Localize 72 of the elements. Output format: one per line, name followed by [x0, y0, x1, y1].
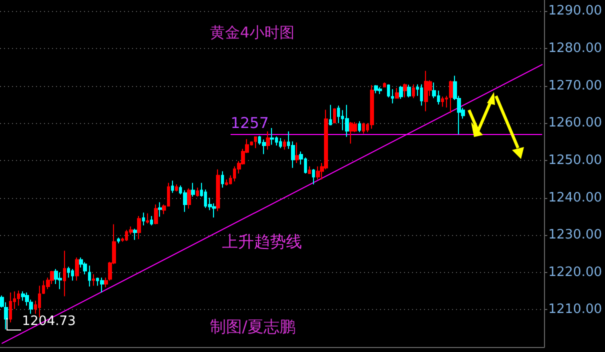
y-tick-label: 1230.00: [548, 228, 602, 243]
candlestick: [150, 216, 153, 226]
candlestick: [333, 108, 336, 124]
candlestick: [183, 190, 187, 212]
candlestick: [329, 104, 332, 126]
candlestick: [312, 168, 315, 185]
candlestick: [137, 216, 141, 240]
y-tick-label: 1250.00: [548, 152, 602, 168]
y-tick-label: 1270.00: [548, 78, 602, 94]
candlestick: [58, 272, 62, 290]
candlestick: [117, 237, 120, 244]
candlestick: [358, 120, 361, 133]
candlestick: [100, 277, 104, 294]
candlestick: [395, 88, 399, 100]
candlestick: [279, 138, 282, 149]
candlestick: [63, 250, 66, 297]
candlestick: [374, 84, 378, 94]
candlestick: [262, 139, 266, 155]
ref-line-label: 1257: [230, 114, 269, 132]
candlestick: [221, 170, 224, 188]
candlestick: [9, 292, 12, 323]
candlestick: [391, 88, 394, 104]
candlestick: [370, 84, 374, 130]
candlestick: [196, 187, 199, 198]
candlestick: [403, 83, 407, 98]
candlestick: [187, 188, 191, 210]
candlestick: [424, 70, 428, 112]
candlestick: [225, 178, 228, 186]
candlestick: [270, 127, 274, 146]
y-tick-label: 1210.00: [548, 302, 602, 318]
candlestick: [133, 228, 137, 240]
candlestick: [295, 142, 299, 164]
annotation: 制图/夏志鹏: [210, 317, 296, 338]
candlestick: [83, 262, 87, 275]
candlestick: [420, 84, 423, 106]
candlestick: [399, 85, 403, 100]
candlestick: [146, 212, 149, 224]
candlestick: [441, 96, 444, 108]
candlestick: [266, 130, 270, 150]
candlestick: [283, 139, 286, 150]
candlestick: [345, 104, 349, 138]
candlestick: [407, 84, 411, 98]
candlestick: [308, 166, 311, 174]
candlestick: [158, 202, 162, 218]
candlestick: [75, 256, 79, 282]
candlestick: [92, 274, 95, 286]
candlestick: [362, 122, 365, 134]
candlestick: [349, 122, 353, 144]
y-tick-label: 1280.00: [548, 41, 602, 56]
candlestick: [316, 166, 320, 180]
candlestick: [142, 212, 145, 226]
candlestick: [67, 266, 70, 278]
candlestick: [378, 86, 382, 95]
candlestick: [88, 265, 91, 288]
candlestick: [383, 82, 386, 88]
candlestick: [154, 204, 158, 225]
text: 黄金4小时图: [210, 24, 295, 42]
candlestick: [171, 180, 174, 194]
candlestick: [191, 182, 195, 198]
candlestick: [216, 168, 220, 212]
candlestick: [175, 184, 178, 192]
candlestick: [254, 136, 257, 149]
y-tick-label: 1260.00: [548, 116, 602, 131]
candlestick: [449, 80, 453, 114]
series-label: 上升趋势线: [222, 232, 302, 253]
candlestick: [21, 290, 25, 302]
y-tick-label: 1240.00: [548, 190, 602, 206]
y-tick-label: 1290.00: [548, 4, 602, 19]
candlestick: [17, 290, 20, 306]
y-tick-label: 1220.00: [548, 264, 602, 280]
candlestick: [412, 84, 415, 99]
candlestick: [71, 268, 74, 282]
